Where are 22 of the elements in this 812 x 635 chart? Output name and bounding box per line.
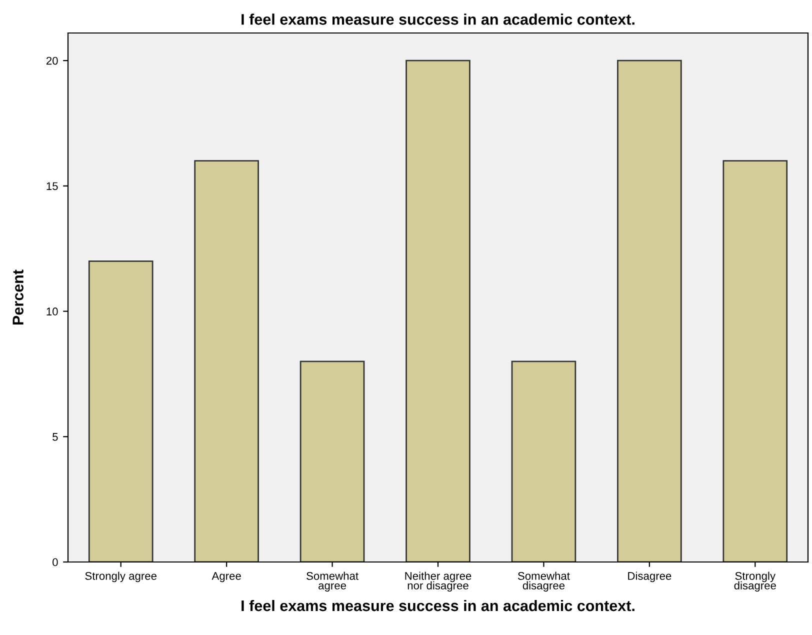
x-tick-label: Strongly agree [85,572,156,582]
x-tick-label: Somewhat agree [306,572,358,592]
x-tick-label: Neither agree nor disagree [405,572,472,592]
chart-title: I feel exams measure success in an academic context. [242,14,634,25]
x-tick-label: Strongly disagree [734,572,776,592]
bar [406,60,470,562]
bar [88,260,154,562]
bar [722,160,788,562]
x-axis-title: I feel exams measure success in an academic context. [242,600,634,612]
y-tick-label: 20 [46,56,58,65]
y-tick-label: 15 [46,182,58,190]
bar [511,360,576,562]
bar [300,360,365,562]
x-tick-label: Somewhat disagree [518,572,570,592]
y-tick-label: 10 [46,308,58,316]
bar [194,160,259,562]
x-tick-label: Disagree [628,572,672,582]
y-tick-label: 0 [52,558,58,566]
y-tick-label: 5 [52,433,58,441]
x-tick-label: Agree [212,572,241,582]
y-axis-title: Percent [12,270,24,324]
bar [617,60,682,562]
